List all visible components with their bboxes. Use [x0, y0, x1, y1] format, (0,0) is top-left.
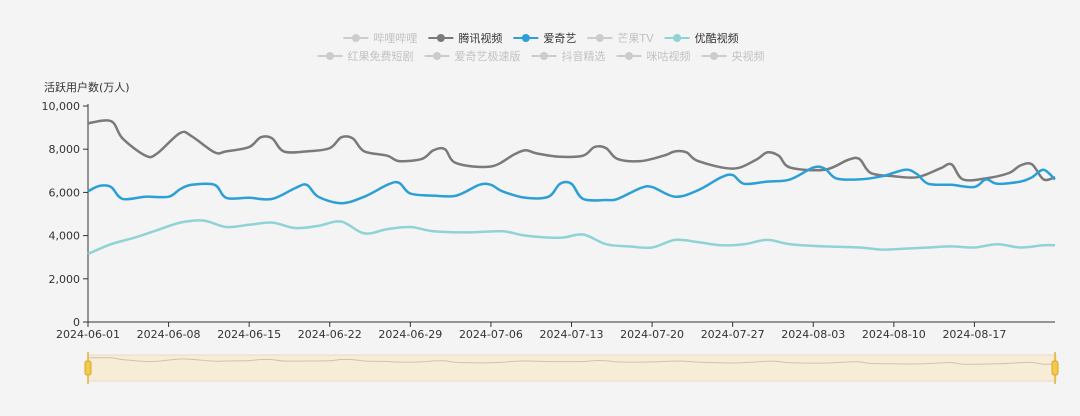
legend-item-咪咕视频[interactable]: 咪咕视频: [616, 49, 691, 63]
legend-label: 芒果TV: [617, 32, 654, 45]
legend-item-哔哩哔哩[interactable]: 哔哩哔哩: [343, 32, 417, 45]
legend-swatch-dot: [521, 34, 530, 42]
zoom-preview-line: [87, 357, 1056, 365]
x-tick-label: 2024-06-01: [56, 328, 120, 341]
legend-swatch-dot: [673, 34, 682, 42]
legend-swatch-dot: [433, 52, 441, 60]
y-tick-label: 0: [73, 316, 80, 329]
x-tick-label: 2024-06-29: [378, 328, 442, 341]
legend-swatch-dot: [436, 34, 445, 42]
x-tick-label: 2024-06-08: [137, 328, 201, 341]
legend-item-芒果TV[interactable]: 芒果TV: [587, 32, 654, 45]
x-tick-label: 2024-07-27: [701, 328, 765, 341]
x-tick-label: 2024-08-10: [862, 328, 926, 341]
x-tick-label: 2024-07-20: [620, 328, 684, 341]
legend-label: 红果免费短剧: [348, 49, 414, 63]
legend-swatch-dot: [595, 34, 604, 42]
legend-swatch-dot: [710, 52, 718, 60]
legend-label: 爱奇艺极速版: [455, 49, 521, 63]
y-tick-label: 2,000: [49, 273, 81, 286]
data-zoom-slider[interactable]: [84, 352, 1059, 384]
series-line-优酷视频: [87, 219, 1056, 256]
legend-item-抖音精选[interactable]: 抖音精选: [531, 49, 606, 63]
y-axis-title: 活跃用户数(万人): [44, 80, 130, 94]
legend-label: 爱奇艺: [543, 32, 576, 45]
legend-label: 咪咕视频: [647, 49, 691, 63]
legend-label: 优酷视频: [695, 31, 739, 45]
zoom-handle-right[interactable]: [1051, 352, 1059, 384]
x-tick-label: 2024-06-15: [217, 328, 281, 341]
legend-item-优酷视频[interactable]: 优酷视频: [664, 31, 739, 45]
zoom-handle-left[interactable]: [84, 352, 92, 384]
y-tick-label: 8,000: [49, 143, 81, 156]
zoom-track[interactable]: [87, 354, 1057, 382]
legend-item-爱奇艺[interactable]: 爱奇艺: [513, 32, 576, 45]
x-tick-label: 2024-07-06: [459, 328, 523, 341]
legend-swatch-dot: [326, 52, 334, 60]
legend-item-红果免费短剧[interactable]: 红果免费短剧: [317, 49, 414, 63]
y-tick-label: 10,000: [42, 100, 81, 113]
legend-label: 哔哩哔哩: [373, 32, 417, 45]
legend-label: 腾讯视频: [458, 31, 502, 45]
legend-item-爱奇艺极速版[interactable]: 爱奇艺极速版: [424, 49, 521, 63]
y-axis: 0 2,000 4,000 6,000 8,000 10,000: [42, 100, 89, 329]
y-tick-label: 4,000: [49, 230, 81, 243]
series-line-腾讯视频: [87, 119, 1056, 182]
x-tick-label: 2024-08-17: [942, 328, 1006, 341]
series-layer: [87, 119, 1056, 256]
legend-item-央视频[interactable]: 央视频: [701, 49, 765, 63]
x-axis: 2024-06-01 2024-06-08 2024-06-15 2024-06-22…: [56, 321, 1055, 341]
legend-swatch-dot: [540, 52, 548, 60]
legend-label: 央视频: [732, 49, 765, 63]
legend-item-腾讯视频[interactable]: 腾讯视频: [428, 31, 502, 45]
x-tick-label: 2024-06-22: [298, 328, 362, 341]
legend-swatch-dot: [351, 34, 360, 42]
y-tick-label: 6,000: [49, 186, 81, 199]
series-line-爱奇艺: [87, 165, 1056, 205]
legend-swatch-dot: [625, 52, 633, 60]
x-tick-label: 2024-08-03: [781, 328, 845, 341]
legend-label: 抖音精选: [562, 49, 606, 63]
x-tick-label: 2024-07-13: [540, 328, 604, 341]
